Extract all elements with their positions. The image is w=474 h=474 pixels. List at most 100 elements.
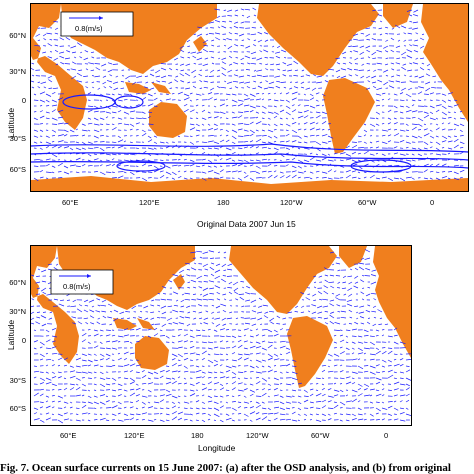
current-vector: [150, 304, 155, 307]
current-vector: [99, 117, 105, 120]
current-vector: [364, 275, 371, 277]
current-vector: [375, 371, 381, 374]
current-vector: [45, 377, 52, 381]
current-vector: [291, 365, 297, 367]
current-vector: [267, 407, 271, 411]
current-vector: [45, 99, 50, 103]
current-vector: [145, 81, 149, 84]
y-tick-label: 30°S: [9, 376, 26, 385]
current-vector: [177, 346, 183, 349]
current-vector: [207, 341, 214, 344]
current-vector: [391, 68, 395, 71]
current-vector: [407, 87, 413, 91]
current-vector: [355, 74, 359, 77]
current-vector: [198, 286, 203, 289]
current-vector: [129, 377, 136, 382]
current-vector: [249, 133, 254, 137]
current-vector: [342, 275, 347, 279]
current-vector: [369, 146, 373, 149]
current-vector: [147, 401, 151, 404]
current-vector: [45, 347, 52, 350]
current-vector: [219, 158, 223, 161]
current-vector: [92, 86, 95, 89]
current-vector: [105, 407, 112, 409]
current-vector: [237, 177, 243, 181]
current-vector: [309, 105, 316, 109]
current-vector: [129, 341, 133, 344]
current-vector: [186, 269, 191, 271]
current-vector: [87, 164, 93, 167]
current-vector: [447, 171, 453, 173]
current-vector: [360, 322, 365, 325]
current-vector: [273, 387, 278, 391]
current-vectors: [31, 7, 466, 182]
current-vector: [309, 127, 315, 131]
current-vector: [171, 380, 177, 385]
current-vector: [217, 85, 221, 89]
current-vector: [111, 123, 115, 126]
current-vector: [231, 365, 237, 368]
current-vector: [332, 263, 335, 266]
current-vector: [196, 57, 203, 61]
current-vector: [111, 146, 115, 149]
current-vector: [388, 85, 395, 89]
current-vector: [419, 57, 425, 60]
current-vector: [99, 329, 104, 332]
current-vector: [425, 87, 431, 92]
current-vector: [327, 407, 334, 409]
current-vector: [340, 310, 347, 313]
current-vector: [297, 395, 302, 398]
current-vector: [165, 141, 169, 144]
current-vector: [423, 177, 428, 180]
current-vector: [279, 123, 284, 126]
current-vector: [279, 159, 282, 162]
current-vector: [279, 389, 283, 392]
current-vector: [255, 359, 262, 363]
current-vector: [47, 263, 53, 266]
current-vector: [78, 69, 83, 71]
current-vector: [291, 140, 297, 143]
current-vector: [293, 60, 299, 65]
current-vector: [381, 407, 388, 410]
current-vector: [371, 51, 377, 56]
current-vector: [141, 335, 145, 338]
current-vector: [249, 335, 254, 338]
current-vector: [252, 7, 257, 11]
current-vector: [172, 322, 179, 325]
current-vector: [101, 63, 107, 67]
current-vector: [393, 93, 398, 96]
current-vector: [273, 329, 278, 333]
current-vector: [209, 293, 215, 295]
current-vector: [435, 135, 439, 138]
current-vector: [183, 164, 190, 167]
current-vector: [453, 128, 456, 131]
current-vector: [93, 407, 97, 410]
current-vector: [255, 171, 260, 174]
current-vector: [423, 123, 427, 126]
current-vector: [250, 299, 257, 303]
current-vector: [381, 359, 387, 363]
current-vector: [171, 370, 178, 373]
current-vector: [76, 80, 83, 83]
current-vector: [43, 86, 47, 89]
current-vector: [257, 317, 263, 321]
current-vector: [33, 340, 38, 343]
current-vector: [135, 340, 140, 343]
current-vector: [303, 93, 306, 96]
current-vector: [357, 383, 363, 387]
current-vector: [231, 345, 237, 349]
current-vector: [222, 323, 227, 326]
current-vector: [303, 128, 307, 131]
current-vector: [259, 63, 263, 65]
current-vector: [261, 328, 268, 331]
current-vector: [87, 364, 92, 367]
current-vector: [313, 74, 317, 77]
current-vector: [57, 357, 63, 361]
current-vector: [255, 371, 262, 374]
current-vector: [123, 389, 128, 392]
current-vector: [117, 99, 123, 102]
current-vector: [63, 165, 69, 169]
current-vector: [195, 147, 199, 149]
current-vector: [363, 418, 367, 421]
current-vector: [237, 147, 243, 149]
